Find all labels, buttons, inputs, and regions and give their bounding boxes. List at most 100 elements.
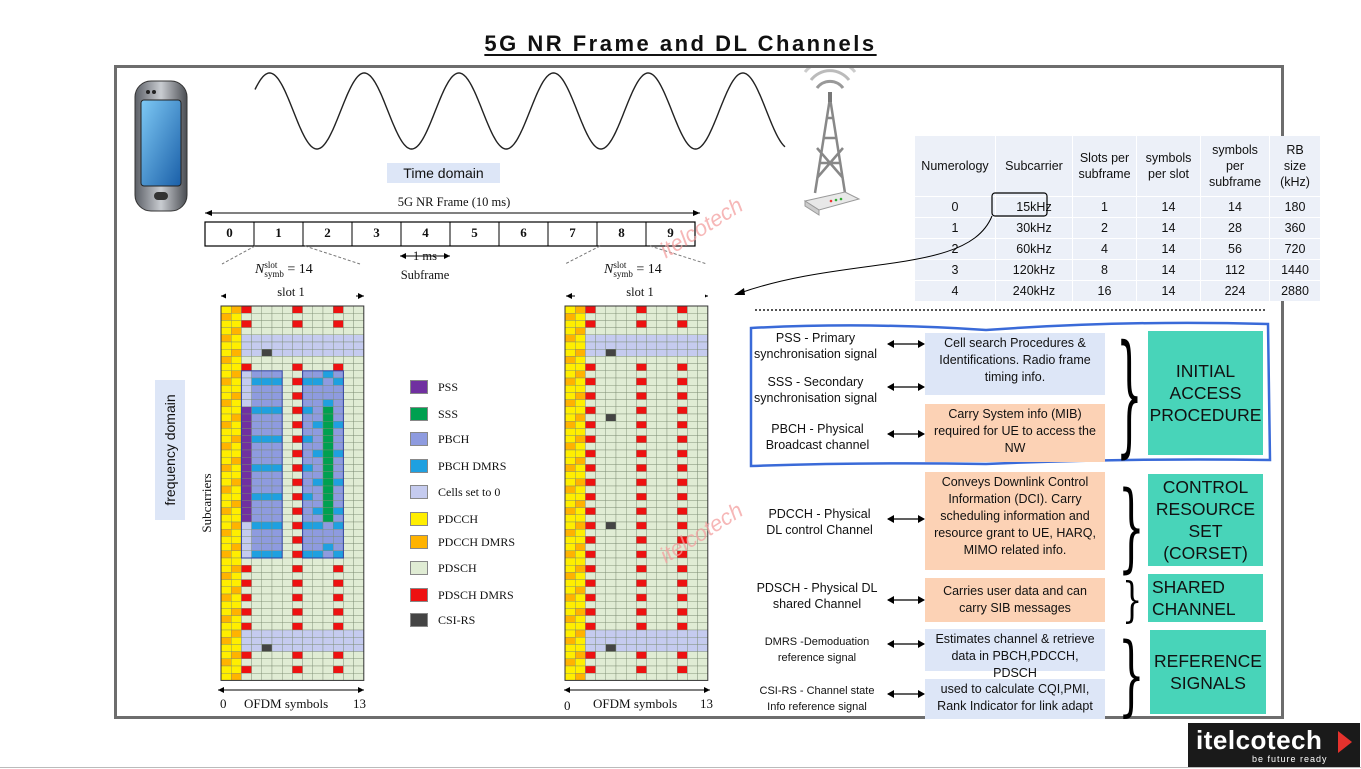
resource-element bbox=[666, 428, 678, 436]
resource-element bbox=[646, 665, 657, 674]
resource-element bbox=[353, 665, 365, 674]
resource-element bbox=[687, 572, 698, 580]
legend-swatch bbox=[410, 613, 428, 627]
frequency-domain-label: frequency domain bbox=[155, 380, 185, 520]
resource-element bbox=[322, 305, 334, 314]
resource-element bbox=[312, 327, 324, 336]
resource-element bbox=[656, 320, 668, 328]
resource-element bbox=[282, 305, 293, 314]
resource-element bbox=[595, 370, 607, 379]
resource-element bbox=[666, 449, 678, 458]
resource-element bbox=[261, 370, 273, 379]
slot-label-right: slot 1 bbox=[575, 285, 705, 300]
resource-element bbox=[343, 615, 354, 624]
resource-element bbox=[636, 543, 647, 552]
resource-element bbox=[230, 370, 242, 379]
resource-element bbox=[302, 615, 313, 624]
resource-element bbox=[636, 377, 647, 386]
resource-element bbox=[282, 399, 293, 407]
resource-element bbox=[271, 384, 283, 393]
legend-label: PDSCH DMRS bbox=[438, 587, 514, 602]
resource-element bbox=[676, 601, 688, 609]
resource-element bbox=[585, 312, 596, 321]
resource-element bbox=[251, 608, 263, 616]
resource-element bbox=[646, 658, 657, 667]
grid-outline bbox=[220, 305, 365, 681]
resource-element bbox=[271, 601, 283, 609]
resource-element bbox=[574, 464, 586, 472]
resource-element bbox=[230, 665, 242, 674]
table-cell: 2 bbox=[1072, 217, 1137, 239]
resource-element bbox=[646, 550, 657, 559]
resource-element bbox=[585, 622, 596, 631]
resource-element bbox=[595, 521, 607, 530]
double-arrow-icon bbox=[887, 596, 925, 604]
resource-element bbox=[605, 406, 617, 415]
legend-swatch bbox=[410, 407, 428, 421]
resource-element bbox=[626, 435, 637, 444]
resource-element bbox=[332, 471, 344, 480]
resource-element bbox=[595, 565, 607, 573]
resource-element bbox=[282, 406, 293, 415]
resource-element bbox=[322, 435, 334, 444]
resource-element bbox=[697, 500, 709, 508]
resource-element bbox=[282, 543, 293, 552]
resource-element bbox=[343, 392, 354, 400]
resource-element bbox=[353, 478, 365, 487]
resource-element bbox=[282, 572, 293, 580]
resource-element bbox=[312, 428, 324, 436]
resource-element bbox=[636, 500, 647, 508]
resource-element bbox=[282, 579, 293, 588]
resource-element bbox=[676, 428, 688, 436]
table-header: Slots per subframe bbox=[1072, 136, 1137, 197]
resource-element bbox=[636, 658, 647, 667]
resource-element bbox=[261, 521, 273, 530]
resource-element bbox=[676, 651, 688, 660]
resource-element bbox=[230, 449, 242, 458]
resource-element bbox=[292, 629, 303, 638]
resource-element bbox=[241, 615, 252, 624]
resource-element bbox=[353, 312, 365, 321]
legend-swatch bbox=[410, 512, 428, 526]
resource-element bbox=[697, 615, 709, 624]
resource-element bbox=[241, 464, 252, 472]
resource-element bbox=[282, 363, 293, 371]
resource-element bbox=[646, 514, 657, 523]
subframe-cell: 0 bbox=[226, 225, 233, 240]
resource-element bbox=[656, 305, 668, 314]
resource-element bbox=[343, 622, 354, 631]
resource-element bbox=[666, 471, 678, 480]
table-header: RB size (kHz) bbox=[1269, 136, 1321, 197]
resource-element bbox=[666, 392, 678, 400]
resource-element bbox=[574, 384, 586, 393]
resource-element bbox=[292, 601, 303, 609]
resource-element bbox=[595, 485, 607, 494]
table-cell: 14 bbox=[1136, 238, 1201, 260]
bottom-rule bbox=[0, 767, 1361, 768]
resource-element bbox=[605, 550, 617, 559]
resource-element bbox=[646, 442, 657, 451]
resource-element bbox=[251, 471, 263, 480]
resource-element bbox=[322, 637, 334, 645]
resource-element bbox=[676, 363, 688, 371]
resource-element bbox=[656, 658, 668, 667]
resource-element bbox=[343, 658, 354, 667]
resource-element bbox=[241, 673, 252, 681]
resource-element bbox=[666, 586, 678, 595]
resource-element bbox=[271, 464, 283, 472]
resource-element bbox=[322, 413, 334, 422]
resource-element bbox=[230, 349, 242, 357]
resource-element bbox=[626, 637, 637, 645]
resource-element bbox=[241, 651, 252, 660]
resource-element bbox=[332, 572, 344, 580]
resource-element bbox=[332, 413, 344, 422]
resource-element bbox=[626, 557, 637, 566]
resource-element bbox=[656, 521, 668, 530]
resource-element bbox=[322, 471, 334, 480]
ssb-block-outline bbox=[302, 370, 344, 559]
resource-element bbox=[676, 565, 688, 573]
resource-element bbox=[220, 586, 232, 595]
resource-element bbox=[220, 384, 232, 393]
resource-element bbox=[636, 550, 647, 559]
resource-element bbox=[605, 428, 617, 436]
